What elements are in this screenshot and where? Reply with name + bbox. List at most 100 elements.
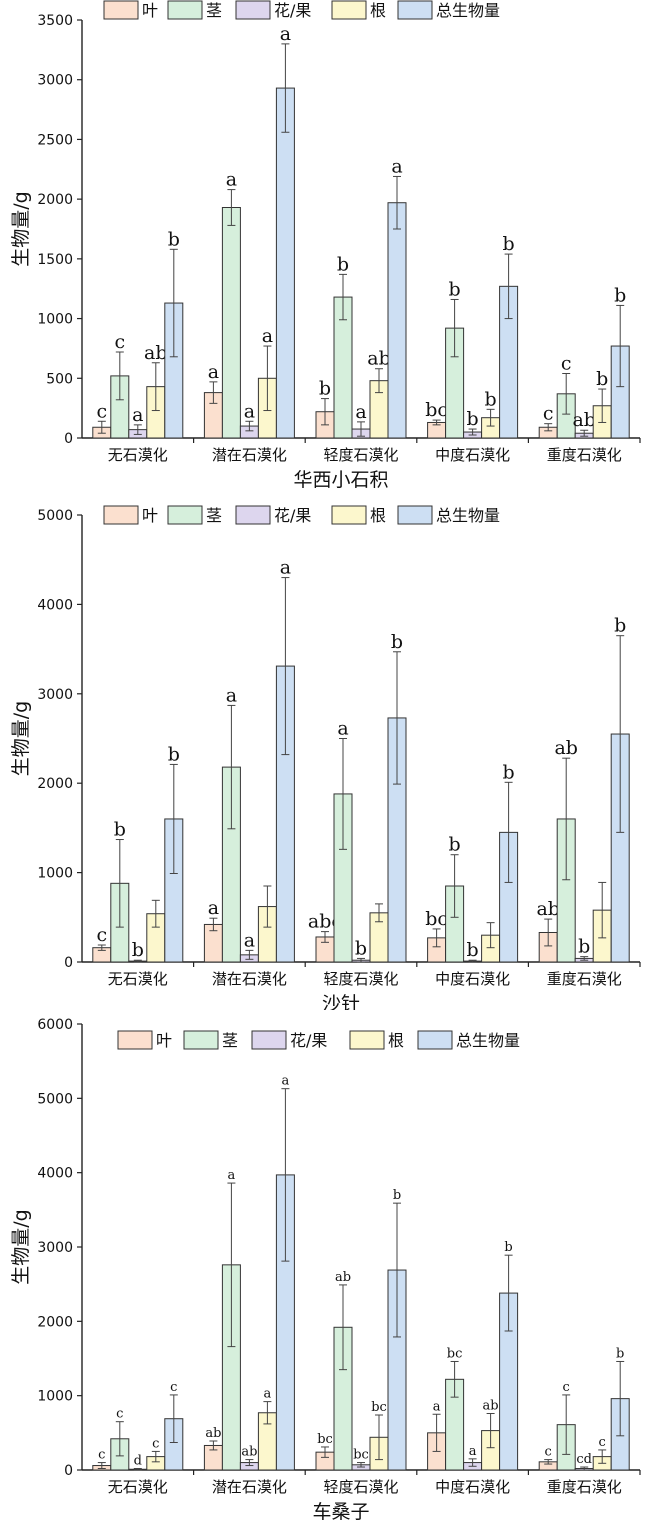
- legend-label: 叶: [142, 506, 158, 525]
- chart-chesangzi: 0100020003000400050006000生物量/g无石漠化ccdcc潜…: [10, 1017, 641, 1523]
- y-tick-label: 1000: [37, 312, 73, 328]
- y-tick-label: 5000: [37, 1091, 73, 1107]
- significance-letter: c: [599, 1435, 606, 1450]
- significance-letter: a: [280, 557, 291, 579]
- significance-letter: a: [355, 401, 366, 423]
- legend-label: 总生物量: [436, 506, 500, 525]
- significance-letter: b: [616, 1346, 624, 1361]
- legend-label: 总生物量: [456, 1031, 520, 1050]
- legend-swatch: [331, 0, 367, 20]
- significance-letter: a: [280, 23, 291, 45]
- significance-letter: ab: [483, 1399, 499, 1414]
- significance-letter: b: [355, 937, 367, 959]
- y-tick-label: 4000: [37, 1166, 73, 1182]
- x-tick-label: 轻度石漠化: [323, 970, 398, 988]
- legend-label: 根: [388, 1031, 404, 1050]
- y-tick-label: 1500: [37, 252, 73, 268]
- y-tick-label: 500: [46, 371, 73, 387]
- significance-letter: d: [134, 1454, 142, 1469]
- significance-letter: b: [614, 615, 626, 637]
- y-tick-label: 2000: [37, 192, 73, 208]
- significance-letter: ab: [241, 1445, 257, 1460]
- significance-letter: a: [391, 155, 402, 177]
- y-tick-label: 3000: [37, 1240, 73, 1256]
- y-tick-label: 3000: [37, 73, 73, 89]
- significance-letter: b: [578, 936, 590, 958]
- legend-swatch: [397, 0, 433, 20]
- x-tick-label: 无石漠化: [108, 446, 168, 464]
- legend-swatch: [251, 1030, 287, 1050]
- bar: [221, 207, 241, 439]
- significance-letter: b: [132, 939, 144, 961]
- x-tick-label: 轻度石漠化: [323, 1478, 398, 1496]
- significance-letter: a: [262, 325, 273, 347]
- significance-letter: c: [96, 924, 107, 946]
- significance-letter: a: [282, 1074, 290, 1089]
- y-tick-label: 1000: [37, 866, 73, 882]
- significance-letter: b: [337, 253, 349, 275]
- legend-label: 根: [370, 506, 386, 525]
- significance-letter: a: [226, 684, 237, 706]
- legend-label: 茎: [206, 506, 222, 525]
- legend-swatch: [103, 505, 139, 525]
- y-axis-label: 生物量/g: [10, 701, 32, 776]
- significance-letter: bc: [317, 1432, 333, 1447]
- y-tick-label: 1000: [37, 1389, 73, 1405]
- chart-huaxi-xiaoshiji: 0500100015002000250030003500生物量/g无石漠化cca…: [10, 0, 641, 491]
- significance-letter: b: [467, 939, 479, 961]
- legend-swatch: [235, 505, 271, 525]
- significance-letter: a: [228, 1168, 236, 1183]
- chart-title: 沙针: [322, 993, 360, 1010]
- significance-letter: ab: [335, 1270, 351, 1285]
- legend-swatch: [417, 1030, 453, 1050]
- significance-letter: bc: [425, 908, 448, 930]
- significance-letter: ab: [572, 409, 596, 431]
- significance-letter: c: [170, 1380, 177, 1395]
- x-tick-label: 潜在石漠化: [212, 1478, 287, 1496]
- chart-title: 车桑子: [312, 1501, 369, 1523]
- x-tick-label: 重度石漠化: [547, 446, 622, 464]
- significance-letter: c: [543, 403, 554, 425]
- x-tick-label: 中度石漠化: [435, 1478, 510, 1496]
- legend-label: 叶: [156, 1031, 172, 1050]
- legend-label: 花/果: [274, 1, 311, 20]
- legend-swatch: [167, 505, 203, 525]
- x-tick-label: 潜在石漠化: [212, 970, 287, 988]
- significance-letter: b: [319, 378, 331, 400]
- significance-letter: b: [504, 1240, 512, 1255]
- chart-title: 华西小石积: [293, 469, 388, 491]
- significance-letter: b: [467, 408, 479, 430]
- significance-letter: cd: [576, 1452, 592, 1467]
- significance-letter: bc: [447, 1346, 463, 1361]
- y-tick-label: 0: [64, 955, 73, 971]
- significance-letter: b: [168, 743, 180, 765]
- significance-letter: a: [244, 929, 255, 951]
- y-tick-label: 0: [64, 1463, 73, 1479]
- significance-letter: b: [449, 834, 461, 856]
- significance-letter: b: [485, 388, 497, 410]
- significance-letter: a: [264, 1387, 272, 1402]
- legend-swatch: [349, 1030, 385, 1050]
- bar: [387, 202, 407, 439]
- significance-letter: b: [168, 228, 180, 250]
- legend-label: 叶: [142, 1, 158, 20]
- significance-letter: a: [244, 400, 255, 422]
- y-tick-label: 2000: [37, 776, 73, 792]
- significance-letter: b: [449, 278, 461, 300]
- y-tick-label: 3000: [37, 687, 73, 703]
- legend-swatch: [235, 0, 271, 20]
- significance-letter: bc: [425, 399, 448, 421]
- significance-letter: b: [503, 233, 515, 255]
- significance-letter: a: [226, 169, 237, 191]
- y-tick-label: 2500: [37, 132, 73, 148]
- significance-letter: c: [561, 353, 572, 375]
- significance-letter: b: [503, 761, 515, 783]
- legend-label: 茎: [222, 1031, 238, 1050]
- significance-letter: b: [393, 1188, 401, 1203]
- y-tick-label: 3500: [37, 13, 73, 29]
- y-tick-label: 6000: [37, 1017, 73, 1033]
- legend-label: 花/果: [290, 1031, 327, 1050]
- legend-label: 根: [370, 1, 386, 20]
- x-tick-label: 中度石漠化: [435, 446, 510, 464]
- y-tick-label: 5000: [37, 508, 73, 524]
